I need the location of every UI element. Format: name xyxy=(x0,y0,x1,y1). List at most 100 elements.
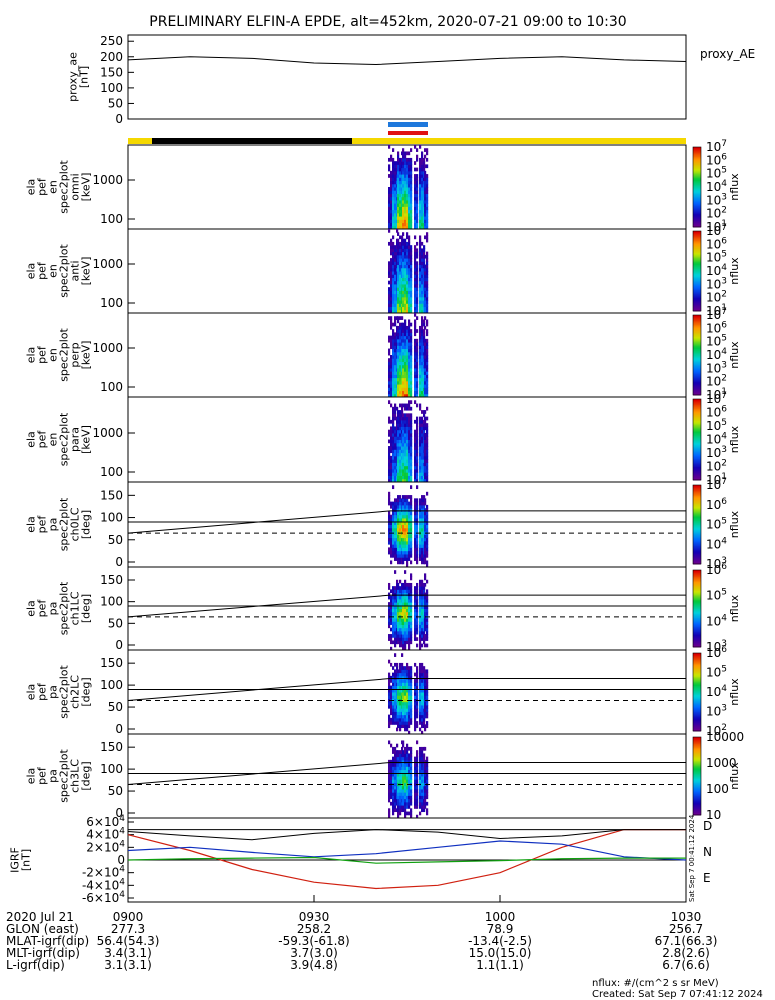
spectrogram-cell xyxy=(410,795,413,800)
spectrogram-cell xyxy=(424,547,427,552)
spectrogram-cell xyxy=(397,367,400,372)
spectrogram-cell xyxy=(399,795,402,800)
spectrogram-cell xyxy=(396,662,399,667)
spectrogram-cell xyxy=(394,358,397,362)
spectrogram-cell xyxy=(406,251,409,256)
spectrogram-cell xyxy=(410,225,413,230)
colorbar-cell xyxy=(693,336,701,339)
spectrogram-cell xyxy=(392,721,395,725)
spectrogram-marks xyxy=(388,400,429,483)
spectrogram-cell xyxy=(404,682,407,687)
spectrogram-cell xyxy=(419,241,422,246)
spectrogram-cell xyxy=(390,187,393,191)
spectrogram-cell xyxy=(421,801,424,806)
spectrogram-cell xyxy=(414,465,417,470)
spectrogram-cell xyxy=(402,177,405,182)
spectrogram-cell xyxy=(394,511,397,516)
colorbar-cell xyxy=(693,744,701,747)
colorbar-tick: 106 xyxy=(706,497,727,512)
spectrogram-cell xyxy=(408,180,411,185)
spectrogram-cell xyxy=(421,553,424,558)
spectrogram-cell xyxy=(404,643,407,648)
spectrogram-cell xyxy=(397,495,400,499)
spectrogram-cell xyxy=(421,792,424,796)
colorbar-cell xyxy=(693,813,701,816)
colorbar-cell xyxy=(693,605,701,608)
spectrogram-cell xyxy=(424,432,427,437)
spectrogram-cell xyxy=(399,550,402,555)
spectrogram-cell xyxy=(408,300,411,304)
spectrogram-cell xyxy=(421,190,424,194)
spectrogram-cell xyxy=(399,776,402,780)
colorbar-cell xyxy=(693,796,701,799)
spectrogram-cell xyxy=(399,290,402,295)
spectrogram-cell xyxy=(399,258,402,262)
spectrogram-cell xyxy=(404,258,407,262)
spectrogram-cell xyxy=(424,393,427,398)
ephemeris-value: 3.1(3.1) xyxy=(104,958,152,972)
colorbar-cell xyxy=(693,494,701,497)
spectrogram-cell xyxy=(424,792,427,796)
spectrogram-cell xyxy=(402,643,405,648)
spectrogram-cell xyxy=(419,442,422,447)
spectrogram-cell xyxy=(426,232,429,236)
spectrogram-cell xyxy=(402,586,405,590)
colorbar-cell xyxy=(693,618,701,621)
spectrogram-cell xyxy=(408,199,411,204)
spectrogram-cell xyxy=(421,675,424,680)
spectrogram-cell xyxy=(426,688,429,693)
spectrogram-cell xyxy=(426,779,429,783)
spectrogram-cell xyxy=(426,416,429,421)
spectrogram-cell xyxy=(394,390,397,395)
colorbar-cell xyxy=(693,770,701,773)
spectrogram-cell xyxy=(423,640,426,645)
spectrogram-cell xyxy=(408,462,411,467)
spectrogram-cell xyxy=(397,319,400,324)
spectrogram-cell xyxy=(404,280,407,285)
colorbar-cell xyxy=(693,707,701,710)
spectrogram-cell xyxy=(392,485,395,490)
spectrogram-cell xyxy=(396,579,399,584)
spectrogram-cell xyxy=(408,209,411,214)
spectrogram-cell xyxy=(394,338,397,343)
spectrogram-cell xyxy=(416,384,419,388)
spectrogram-cell xyxy=(402,423,405,427)
spectrogram-cell xyxy=(406,245,409,249)
spectrogram-cell xyxy=(410,485,413,490)
spectrogram-cell xyxy=(421,598,424,603)
spectrogram-cell xyxy=(419,701,422,706)
colorbar-cell xyxy=(693,155,701,157)
spectrogram-cell xyxy=(406,692,409,696)
spectrogram-cell xyxy=(399,627,402,632)
spectrogram-cell xyxy=(410,692,413,696)
spectrogram-cell xyxy=(388,478,391,483)
spectrogram-cell xyxy=(419,669,422,674)
spectrogram-cell xyxy=(397,384,400,388)
spectrogram-cell xyxy=(424,209,427,214)
spectrogram-cell xyxy=(394,586,397,590)
spectrogram-cell xyxy=(388,772,391,777)
spectrogram-cell xyxy=(426,293,429,298)
spectrogram-cell xyxy=(388,377,391,382)
spectrogram-cell xyxy=(424,602,427,606)
spectrogram-cell xyxy=(390,611,393,616)
colorbar-cell xyxy=(693,667,701,670)
spectrogram-cell xyxy=(419,627,422,632)
spectrogram-cell xyxy=(388,419,391,424)
spectrogram-cell xyxy=(414,429,417,434)
spectrogram-cell xyxy=(419,553,422,558)
spectrogram-cell xyxy=(404,547,407,552)
spectrogram-cell xyxy=(419,776,422,780)
spectrogram-cell xyxy=(424,573,427,578)
spectrogram-cell xyxy=(394,348,397,353)
spectrogram-cell xyxy=(408,426,411,431)
spectrogram-cell xyxy=(402,540,405,545)
spectrogram-cell xyxy=(416,468,419,473)
spectrogram-cell xyxy=(397,316,400,320)
spectrogram-cell xyxy=(390,309,393,314)
spectrogram-cell xyxy=(388,517,391,522)
energy-ylabel-line: ela xyxy=(25,347,38,364)
spectrogram-cell xyxy=(408,403,411,408)
colorbar-cell xyxy=(693,426,701,428)
spectrogram-cell xyxy=(388,367,391,372)
